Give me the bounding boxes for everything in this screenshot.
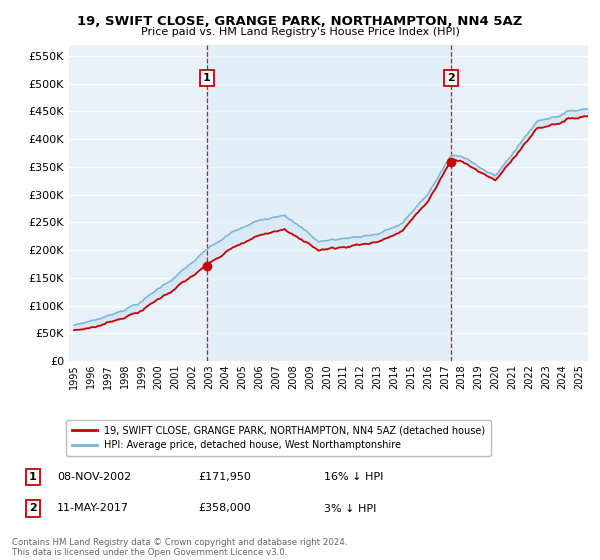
Text: 3% ↓ HPI: 3% ↓ HPI bbox=[324, 503, 376, 514]
Text: 2: 2 bbox=[447, 73, 455, 83]
Text: 2: 2 bbox=[29, 503, 37, 514]
Text: Price paid vs. HM Land Registry's House Price Index (HPI): Price paid vs. HM Land Registry's House … bbox=[140, 27, 460, 37]
Legend: 19, SWIFT CLOSE, GRANGE PARK, NORTHAMPTON, NN4 5AZ (detached house), HPI: Averag: 19, SWIFT CLOSE, GRANGE PARK, NORTHAMPTO… bbox=[67, 420, 491, 456]
Text: 19, SWIFT CLOSE, GRANGE PARK, NORTHAMPTON, NN4 5AZ: 19, SWIFT CLOSE, GRANGE PARK, NORTHAMPTO… bbox=[77, 15, 523, 28]
Text: £171,950: £171,950 bbox=[198, 472, 251, 482]
Text: 11-MAY-2017: 11-MAY-2017 bbox=[57, 503, 129, 514]
Text: 1: 1 bbox=[203, 73, 211, 83]
Text: 08-NOV-2002: 08-NOV-2002 bbox=[57, 472, 131, 482]
Bar bbox=[207, 45, 451, 361]
Text: £358,000: £358,000 bbox=[198, 503, 251, 514]
Text: 16% ↓ HPI: 16% ↓ HPI bbox=[324, 472, 383, 482]
Text: Contains HM Land Registry data © Crown copyright and database right 2024.
This d: Contains HM Land Registry data © Crown c… bbox=[12, 538, 347, 557]
Text: 1: 1 bbox=[29, 472, 37, 482]
